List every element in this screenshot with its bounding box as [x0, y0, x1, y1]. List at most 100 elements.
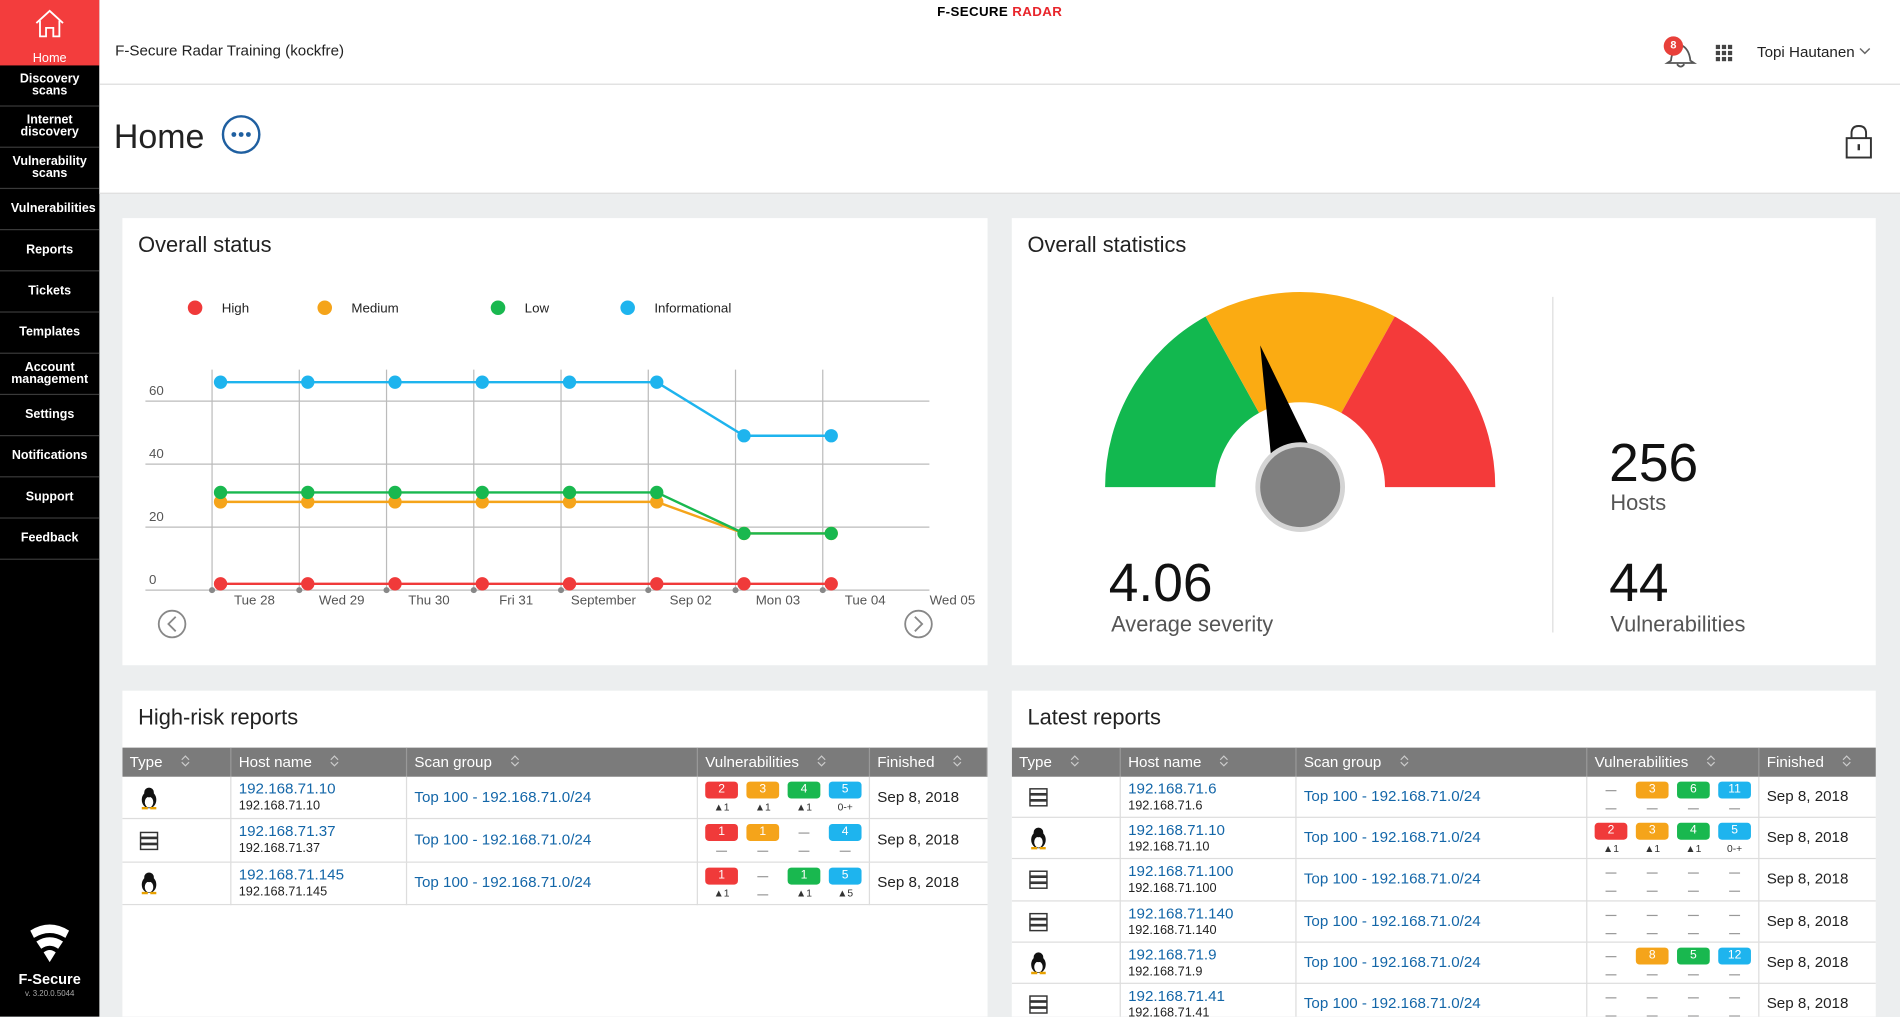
nav-label: Templates: [19, 325, 81, 339]
finished-date: Sep 8, 2018: [1766, 870, 1849, 888]
severity-badge: 3: [746, 781, 780, 799]
x-tick-label: Wed 05: [930, 593, 976, 608]
sort-arrows: [330, 755, 340, 767]
card-title: Overall status: [138, 232, 272, 257]
host-link[interactable]: 192.168.71.100: [1128, 863, 1234, 881]
table-cell: 1 ▲1 1 ▲1 5 ▲5: [698, 862, 871, 906]
nav-item[interactable]: Feedback: [0, 519, 100, 560]
column-header[interactable]: Vulnerabilities: [698, 747, 871, 777]
severity-badge: 5: [828, 781, 862, 799]
scan-group-link[interactable]: Top 100 - 192.168.71.0/24: [414, 788, 592, 806]
brand: F-SECURE RADAR: [99, 5, 1900, 20]
severity-change: 0-+: [837, 800, 853, 814]
brand-name: F-SECURE: [937, 4, 1009, 20]
dash: [1729, 872, 1741, 875]
nav-item[interactable]: Support: [0, 477, 100, 519]
chart-nav-button[interactable]: [157, 609, 187, 639]
dash: [839, 850, 851, 853]
series-line: [220, 491, 832, 535]
dash: [1646, 872, 1658, 875]
nav-item[interactable]: Internet discovery: [0, 107, 100, 148]
nav-label: Tickets: [28, 284, 72, 298]
host-link[interactable]: 192.168.71.6: [1128, 780, 1217, 798]
data-point: [475, 485, 489, 500]
column-header[interactable]: Vulnerabilities: [1587, 747, 1760, 777]
host-link[interactable]: 192.168.71.37: [238, 823, 336, 841]
severity-change: ▲1: [1603, 842, 1619, 855]
nav-item[interactable]: Reports: [0, 230, 100, 272]
table-cell: Sep 8, 2018: [1759, 984, 1875, 1017]
table-cell: 192.168.71.9 192.168.71.9: [1121, 942, 1297, 984]
nav-label: Reports: [26, 243, 74, 257]
nav-item[interactable]: Vulnerabilities: [0, 189, 100, 231]
dash: [1687, 1015, 1699, 1017]
table-cell: 192.168.71.41 192.168.71.41: [1121, 983, 1297, 1017]
nav-label: Support: [25, 490, 74, 504]
user-name[interactable]: Topi Hautanen: [1757, 43, 1855, 61]
dash: [1646, 808, 1658, 810]
scan-group-link[interactable]: Top 100 - 192.168.71.0/24: [1303, 787, 1481, 805]
host-link[interactable]: 192.168.71.140: [1128, 904, 1234, 922]
icon-part: [1029, 918, 1048, 925]
nav-label: Discovery scans: [19, 72, 80, 98]
dash: [1646, 914, 1658, 916]
data-point: [388, 577, 402, 591]
scan-group-link[interactable]: Top 100 - 192.168.71.0/24: [1303, 870, 1481, 888]
table-row: 192.168.71.37 192.168.71.37 Top 100 - 192.…: [122, 819, 988, 863]
dash: [1687, 932, 1699, 934]
nav-item[interactable]: Tickets: [0, 271, 100, 313]
axis-dot: [558, 587, 565, 594]
finished-date: Sep 8, 2018: [877, 873, 959, 891]
host-link[interactable]: 192.168.71.9: [1128, 946, 1217, 964]
column-header[interactable]: Host name: [1121, 747, 1297, 777]
host-ip: 192.168.71.145: [238, 884, 328, 899]
scan-group-link[interactable]: Top 100 - 192.168.71.0/24: [1303, 994, 1481, 1012]
y-tick-label: 0: [149, 572, 156, 587]
data-point: [213, 495, 228, 509]
nav-item[interactable]: Discovery scans: [0, 65, 100, 107]
dash: [757, 850, 769, 853]
scan-group-link[interactable]: Top 100 - 192.168.71.0/24: [414, 831, 592, 849]
nav-item[interactable]: Account management: [0, 354, 100, 396]
scan-group-link[interactable]: Top 100 - 192.168.71.0/24: [1303, 912, 1481, 930]
server-icon: [1029, 788, 1048, 807]
nav-home-label: Home: [32, 50, 67, 66]
data-point: [650, 577, 664, 591]
nav-item[interactable]: Notifications: [0, 436, 100, 478]
finished-date: Sep 8, 2018: [1766, 829, 1849, 847]
nav-item[interactable]: Templates: [0, 313, 100, 354]
apps-icon[interactable]: [1715, 44, 1733, 62]
lock-icon[interactable]: [1844, 124, 1873, 160]
data-point: [301, 495, 315, 509]
scan-group-link[interactable]: Top 100 - 192.168.71.0/24: [414, 873, 592, 891]
table-cell: Top 100 - 192.168.71.0/24: [407, 776, 698, 820]
nav-item[interactable]: Vulnerability scans: [0, 148, 100, 190]
column-header[interactable]: Type: [122, 747, 232, 777]
server-icon: [139, 831, 159, 851]
column-header[interactable]: Scan group: [1297, 747, 1588, 777]
data-point: [388, 485, 402, 500]
column-header[interactable]: Host name: [231, 747, 408, 777]
host-link[interactable]: 192.168.71.10: [238, 780, 336, 798]
data-point: [562, 577, 577, 591]
icon-part: [1033, 827, 1044, 838]
x-tick-label: September: [571, 593, 637, 608]
host-link[interactable]: 192.168.71.41: [1128, 987, 1226, 1005]
user-chevron[interactable]: [1859, 47, 1871, 55]
nav-item[interactable]: Settings: [0, 395, 100, 437]
sort-icon: [1707, 755, 1716, 767]
column-header[interactable]: Type: [1012, 747, 1121, 777]
nav-home[interactable]: Home: [0, 0, 100, 66]
scan-group-link[interactable]: Top 100 - 192.168.71.0/24: [1303, 829, 1481, 847]
host-link[interactable]: 192.168.71.10: [1128, 821, 1226, 839]
chart-nav-button[interactable]: [904, 609, 933, 639]
topbar: F-SECURE RADAR F-Secure Radar Training (…: [99, 0, 1900, 194]
host-link[interactable]: 192.168.71.145: [238, 865, 344, 883]
scan-group-link[interactable]: Top 100 - 192.168.71.0/24: [1303, 953, 1481, 971]
column-header[interactable]: Finished: [870, 747, 988, 777]
column-header[interactable]: Finished: [1759, 747, 1876, 777]
column-header[interactable]: Scan group: [407, 747, 698, 777]
more-button[interactable]: [221, 114, 265, 158]
dash: [1729, 808, 1741, 810]
